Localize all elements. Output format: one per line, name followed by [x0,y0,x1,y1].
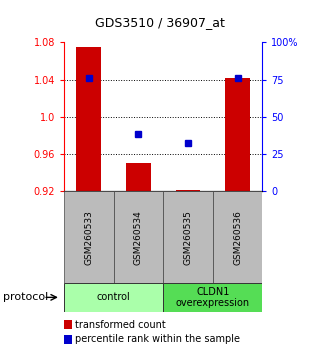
Text: protocol: protocol [3,292,48,302]
Text: GSM260536: GSM260536 [233,210,242,265]
Bar [225,78,250,191]
Text: percentile rank within the sample: percentile rank within the sample [75,334,240,344]
Text: GSM260533: GSM260533 [84,210,93,265]
Text: control: control [97,292,131,302]
Bar [213,191,262,283]
Bar [64,191,114,283]
Bar [176,190,200,191]
Text: transformed count: transformed count [75,320,166,330]
Bar [163,191,213,283]
Bar [114,191,163,283]
Bar [64,283,163,312]
Bar [76,47,101,191]
Text: CLDN1
overexpression: CLDN1 overexpression [176,286,250,308]
Text: GDS3510 / 36907_at: GDS3510 / 36907_at [95,16,225,29]
Bar [163,283,262,312]
Text: GSM260534: GSM260534 [134,210,143,264]
Text: GSM260535: GSM260535 [183,210,193,265]
Bar [126,163,151,191]
